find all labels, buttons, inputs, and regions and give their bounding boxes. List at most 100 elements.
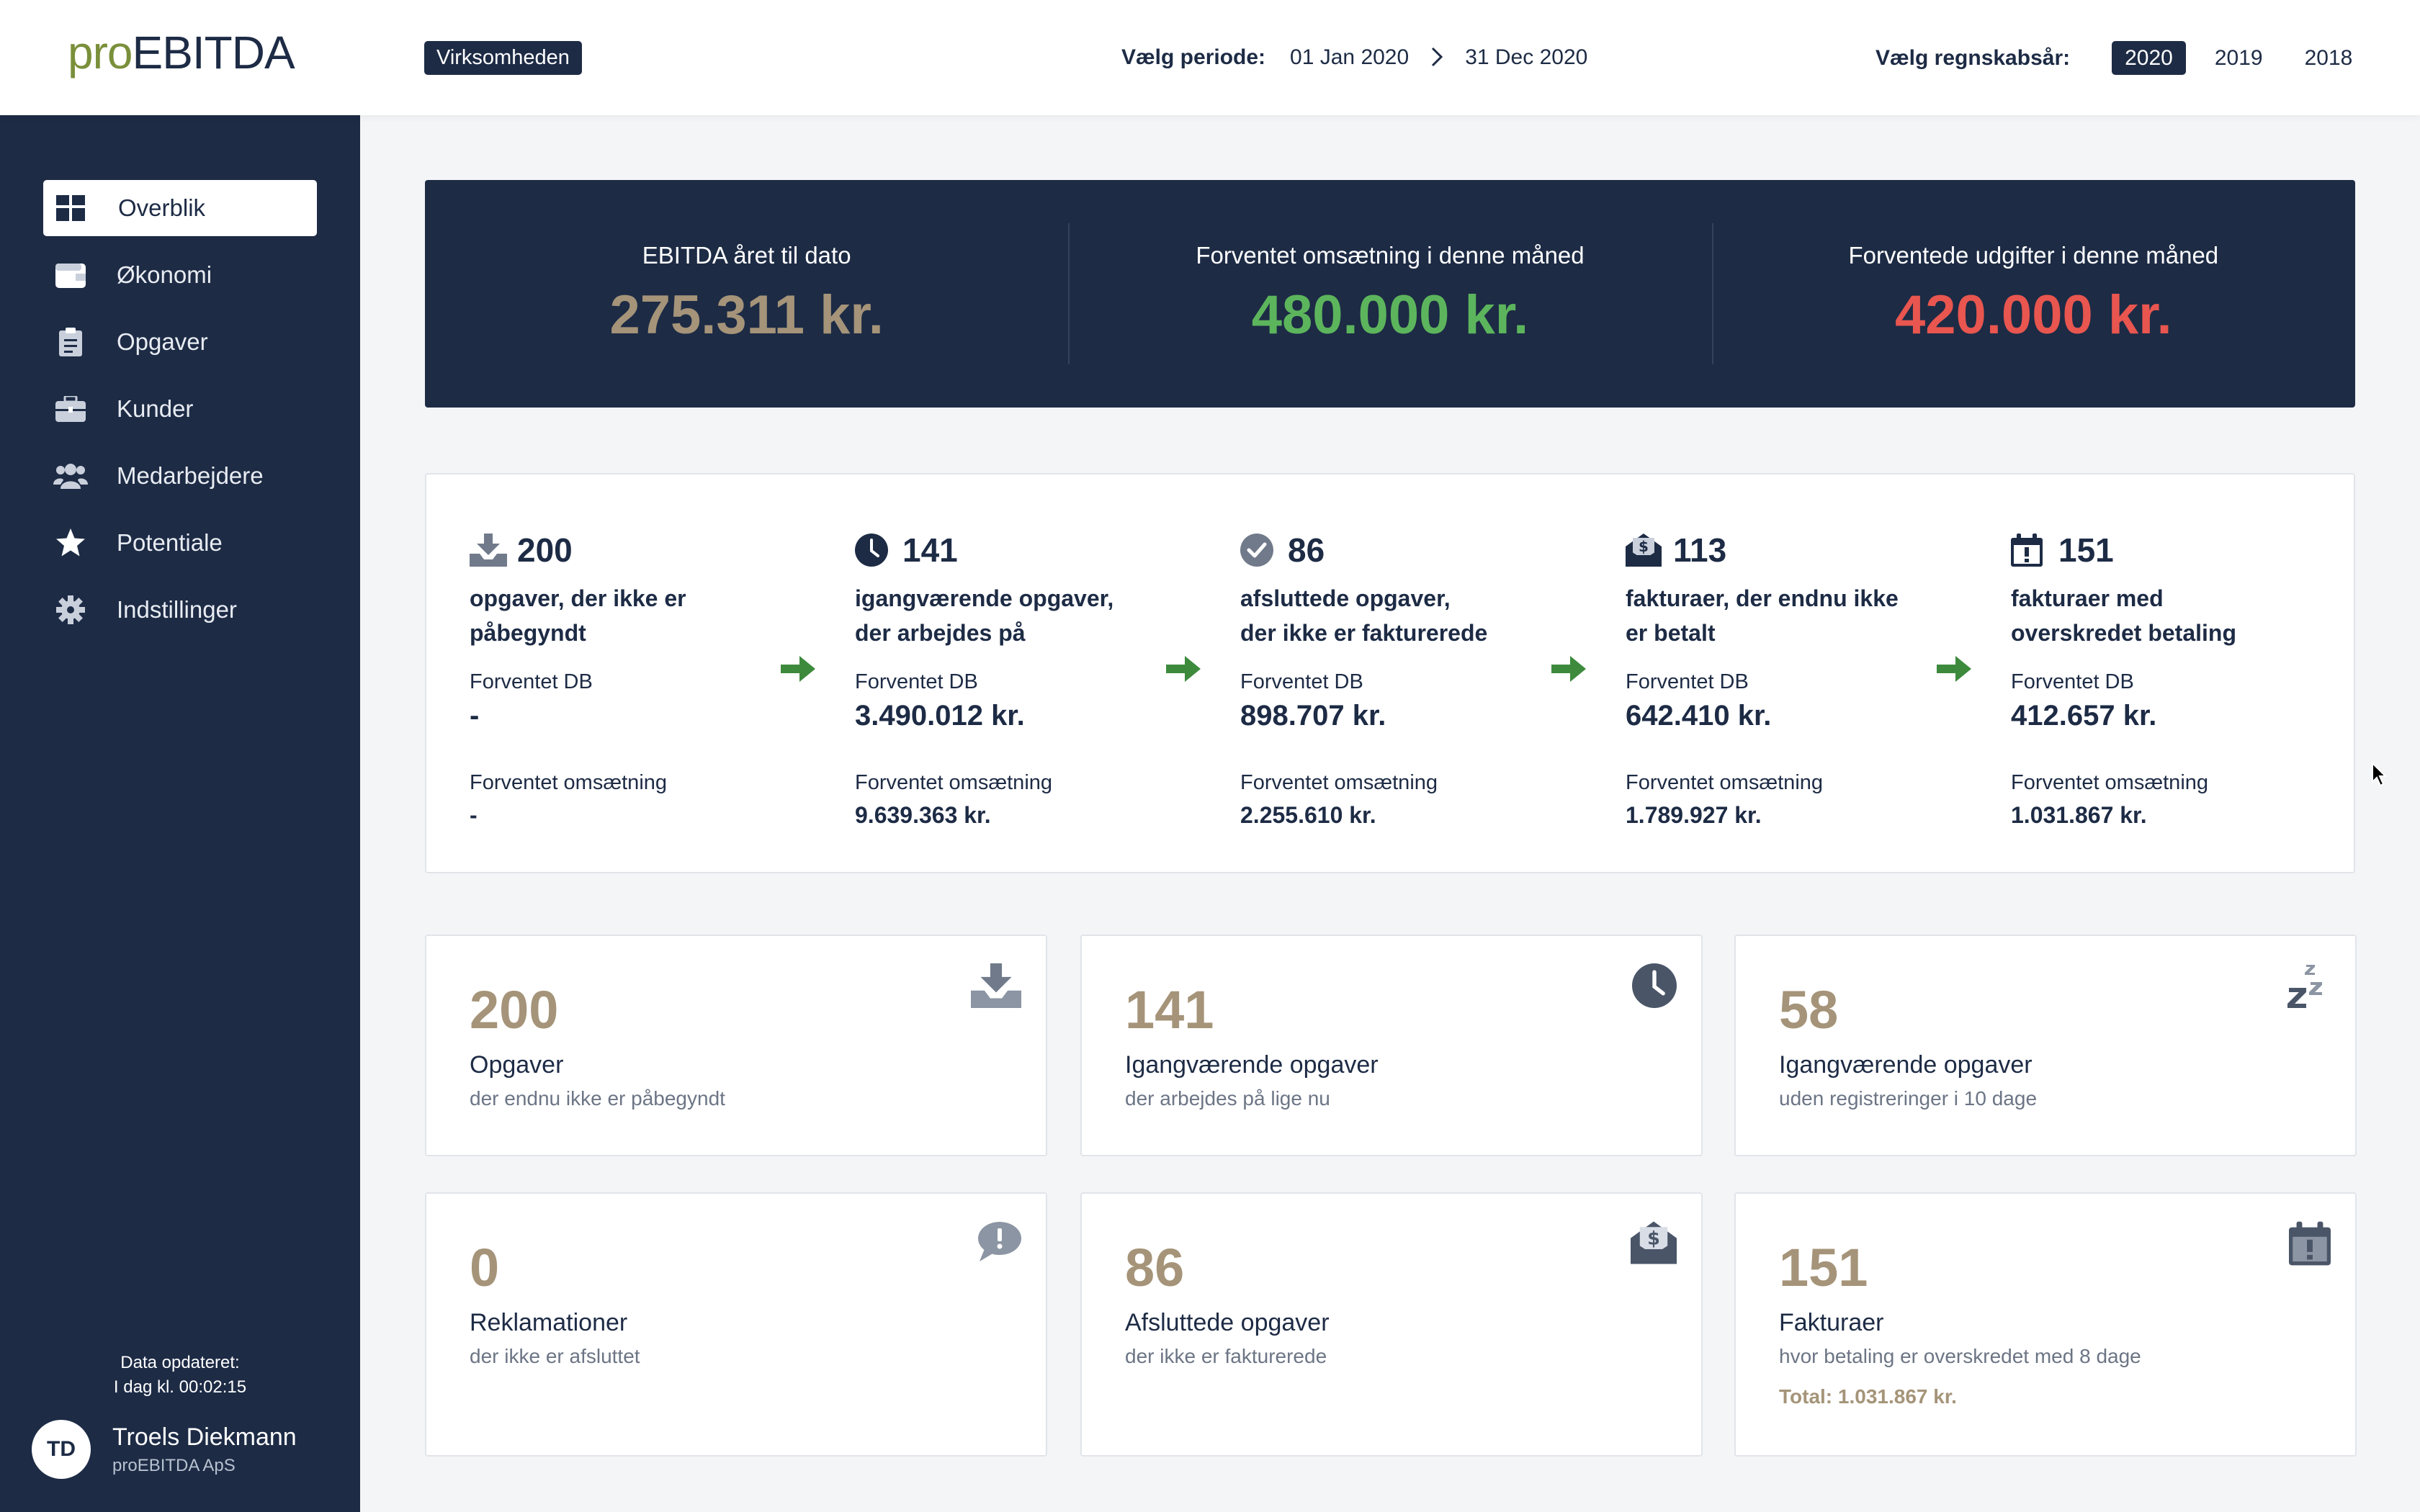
- card-not-started-tasks[interactable]: 200 Opgaver der endnu ikke er påbegyndt: [425, 935, 1047, 1156]
- pipeline-oms-value: -: [470, 802, 478, 828]
- kpi-value: 275.311 kr.: [609, 284, 884, 346]
- data-updated-info: Data opdateret: I dag kl. 00:02:15: [0, 1351, 360, 1400]
- year-2019-button[interactable]: 2019: [2214, 46, 2263, 70]
- pipeline-db-value: 412.657 kr.: [2011, 700, 2157, 732]
- pipeline-oms-label: Forventet omsætning: [2011, 771, 2209, 794]
- pipeline-oms-label: Forventet omsætning: [1626, 771, 1824, 794]
- calendar-alert-icon: [2289, 1221, 2331, 1269]
- card-title: Fakturaer: [1779, 1309, 1884, 1336]
- pipeline-db-label: Forventet DB: [1626, 670, 1749, 693]
- period-picker: Vælg periode: 01 Jan 2020 31 Dec 2020: [1121, 45, 1587, 70]
- sidebar-item-label: Kunder: [117, 395, 194, 422]
- card-number: 151: [1779, 1238, 1868, 1297]
- arrow-right-icon: [1551, 656, 1586, 682]
- pipeline-step-unpaid-invoices[interactable]: $ 113 fakturaer, der endnu ikke er betal…: [1626, 525, 1942, 829]
- top-header: proEBITDA Virksomheden Vælg periode: 01 …: [0, 0, 2420, 115]
- star-icon: [49, 528, 92, 557]
- briefcase-icon: [49, 396, 92, 422]
- card-complaints[interactable]: 0 Reklamationer der ikke er afsluttet: [425, 1192, 1047, 1457]
- chevron-right-icon: [1430, 47, 1443, 69]
- pipeline-title: afsluttede opgaver, der ikke er fakturer…: [1240, 585, 1488, 646]
- sidebar-item-kunder[interactable]: Kunder: [43, 381, 317, 437]
- sidebar-item-label: Opgaver: [117, 328, 208, 355]
- pipeline-count: 141: [902, 531, 958, 569]
- inbox-download-icon: [470, 534, 510, 567]
- pipeline-db-label: Forventet DB: [1240, 670, 1363, 693]
- pipeline-title: fakturaer med overskredet betaling: [2011, 585, 2236, 646]
- sidebar-item-opgaver[interactable]: Opgaver: [43, 314, 317, 370]
- clock-icon: [855, 534, 895, 567]
- card-completed-tasks[interactable]: 86 Afsluttede opgaver der ikke er faktur…: [1080, 1192, 1703, 1457]
- pipeline-title: opgaver, der ikke er påbegyndt: [470, 585, 686, 646]
- sidebar-item-okonomi[interactable]: Økonomi: [43, 247, 317, 303]
- card-number: 141: [1125, 980, 1214, 1040]
- kpi-value: 480.000 kr.: [1251, 284, 1529, 346]
- year-2020-button[interactable]: 2020: [2112, 41, 2186, 75]
- user-profile[interactable]: TD Troels Diekmann proEBITDA ApS: [32, 1420, 297, 1479]
- users-icon: [49, 463, 92, 489]
- card-in-progress-tasks[interactable]: 141 Igangværende opgaver der arbejdes på…: [1080, 935, 1703, 1156]
- kpi-label: EBITDA året til dato: [642, 241, 851, 269]
- card-idle-tasks[interactable]: 58 Igangværende opgaver uden registrerin…: [1734, 935, 2357, 1156]
- sleep-icon: [2286, 963, 2331, 1012]
- user-name: Troels Diekmann: [112, 1423, 297, 1451]
- kpi-ebitda: EBITDA året til dato 275.311 kr.: [425, 180, 1068, 408]
- card-number: 0: [470, 1238, 500, 1297]
- pipeline-step-completed[interactable]: 86 afsluttede opgaver, der ikke er faktu…: [1240, 525, 1557, 829]
- sidebar-item-medarbejdere[interactable]: Medarbejdere: [43, 448, 317, 504]
- pipeline-count: 151: [2058, 531, 2114, 569]
- kpi-expected-revenue: Forventet omsætning i denne måned 480.00…: [1068, 180, 1711, 408]
- period-start-date[interactable]: 01 Jan 2020: [1290, 45, 1410, 69]
- pipeline-step-not-started[interactable]: 200 opgaver, der ikke er påbegyndt Forve…: [470, 525, 786, 829]
- pipeline-count: 86: [1288, 531, 1325, 569]
- card-total: Total: 1.031.867 kr.: [1779, 1385, 1957, 1408]
- period-end-date[interactable]: 31 Dec 2020: [1465, 45, 1588, 69]
- pipeline-db-value: 3.490.012 kr.: [855, 700, 1025, 732]
- pipeline-db-value: -: [470, 700, 480, 732]
- pipeline-db-value: 898.707 kr.: [1240, 700, 1386, 732]
- sidebar-item-overblik[interactable]: Overblik: [43, 180, 317, 236]
- company-selector[interactable]: Virksomheden: [424, 41, 582, 75]
- sidebar-item-indstillinger[interactable]: Indstillinger: [43, 582, 317, 638]
- fiscal-year-selector: Vælg regnskabsår: 2020 2019 2018: [1876, 41, 2381, 75]
- year-2018-button[interactable]: 2018: [2304, 46, 2353, 70]
- data-updated-label: Data opdateret:: [120, 1353, 240, 1372]
- pipeline-count: 200: [517, 531, 573, 569]
- pipeline-db-label: Forventet DB: [855, 670, 978, 693]
- pipeline-step-overdue-invoices[interactable]: 151 fakturaer med overskredet betaling F…: [2011, 525, 2328, 829]
- pipeline-oms-value: 9.639.363 kr.: [855, 802, 991, 828]
- pipeline-step-in-progress[interactable]: 141 igangværende opgaver, der arbejdes p…: [855, 525, 1172, 829]
- kpi-label: Forventede udgifter i denne måned: [1848, 241, 2219, 269]
- card-number: 58: [1779, 980, 1839, 1040]
- sidebar-item-label: Potentiale: [117, 529, 223, 556]
- card-subtitle: der ikke er afsluttet: [470, 1345, 640, 1367]
- user-company: proEBITDA ApS: [112, 1455, 236, 1475]
- card-title: Afsluttede opgaver: [1125, 1309, 1330, 1336]
- svg-text:$: $: [1647, 1228, 1660, 1250]
- app-logo[interactable]: proEBITDA: [68, 27, 295, 78]
- arrow-right-icon: [1166, 656, 1201, 682]
- comment-alert-icon: [975, 1221, 1021, 1265]
- sidebar-item-potentiale[interactable]: Potentiale: [43, 515, 317, 571]
- inbox-download-icon: [971, 963, 1021, 1012]
- sidebar-item-label: Indstillinger: [117, 596, 237, 623]
- card-subtitle: hvor betaling er overskredet med 8 dage: [1779, 1345, 2141, 1367]
- period-label: Vælg periode:: [1121, 45, 1266, 69]
- card-number: 200: [470, 980, 559, 1040]
- sidebar-item-label: Medarbejdere: [117, 462, 264, 489]
- kpi-label: Forventet omsætning i denne måned: [1196, 241, 1585, 269]
- card-title: Igangværende opgaver: [1779, 1051, 2033, 1079]
- arrow-right-icon: [1937, 656, 1971, 682]
- card-subtitle: der endnu ikke er påbegyndt: [470, 1087, 725, 1110]
- card-overdue-invoices[interactable]: 151 Fakturaer hvor betaling er overskred…: [1734, 1192, 2357, 1457]
- dashboard-icon: [49, 195, 92, 221]
- money-envelope-icon: $: [1631, 1221, 1677, 1268]
- pipeline-oms-label: Forventet omsætning: [855, 771, 1053, 794]
- data-updated-time: I dag kl. 00:02:15: [113, 1377, 247, 1397]
- pipeline-db-value: 642.410 kr.: [1626, 700, 1772, 732]
- pipeline-title: igangværende opgaver, der arbejdes på: [855, 585, 1114, 646]
- clipboard-icon: [49, 328, 92, 356]
- sidebar-item-label: Økonomi: [117, 261, 212, 288]
- pipeline-oms-value: 1.031.867 kr.: [2011, 802, 2147, 828]
- clock-icon: [1632, 963, 1677, 1012]
